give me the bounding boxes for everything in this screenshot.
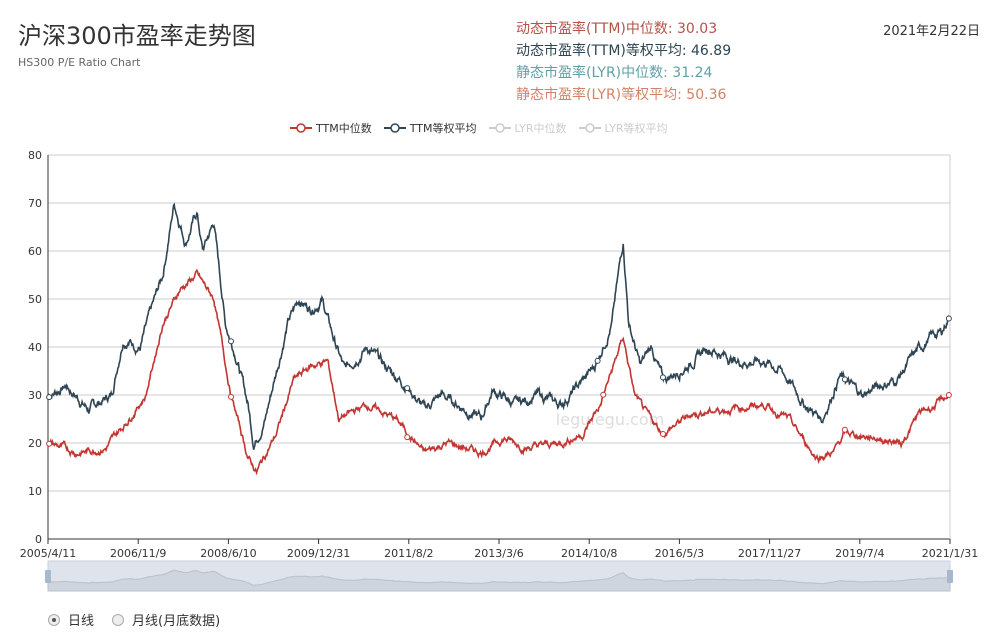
y-tick-label: 30 [28, 389, 42, 402]
data-point [404, 434, 411, 441]
y-tick-label: 10 [28, 485, 42, 498]
x-tick-label: 2013/3/6 [474, 547, 523, 560]
data-point [841, 376, 848, 383]
data-point [659, 374, 666, 381]
stat-lyr-mean: 静态市盈率(LYR)等权平均: 50.36 [516, 87, 727, 103]
x-tick-label: 2008/6/10 [200, 547, 256, 560]
y-tick-label: 80 [28, 149, 42, 162]
legend-ttm-median[interactable]: TTM中位数 [290, 120, 372, 136]
x-tick-label: 2014/10/8 [561, 547, 617, 560]
x-tick-label: 2005/4/11 [20, 547, 76, 560]
x-tick-label: 2006/11/9 [110, 547, 166, 560]
radio-checked-icon [48, 613, 60, 626]
series-line-1 [47, 268, 951, 476]
page-title: 沪深300市盈率走势图 [18, 22, 256, 50]
y-tick-label: 70 [28, 197, 42, 210]
slider-handle-left [45, 570, 51, 583]
chart: 0 10 20 30 40 50 60 70 80 2005/4/11 2006/11/9 2008/… [20, 149, 978, 592]
radio-monthly[interactable]: 月线(月底数据) [112, 610, 220, 629]
legend-lyr-median[interactable]: LYR中位数 [488, 120, 567, 136]
legend-lyr-mean[interactable]: LYR等权平均 [578, 120, 668, 136]
slider-preview [47, 569, 951, 592]
stat-ttm-median: 动态市盈率(TTM)中位数: 30.03 [516, 21, 718, 37]
period-radios: 日线 月线(月底数据) [48, 610, 220, 629]
data-point [659, 431, 666, 438]
data-point [46, 394, 53, 401]
stat-lyr-median: 静态市盈率(LYR)中位数: 31.24 [516, 65, 713, 81]
data-point [594, 357, 601, 364]
radio-daily[interactable]: 日线 [48, 610, 94, 629]
y-tick-label: 50 [28, 293, 42, 306]
data-point [228, 393, 235, 400]
data-point [841, 426, 848, 433]
x-tick-label: 2011/8/2 [384, 547, 433, 560]
page-subtitle: HS300 P/E Ratio Chart [18, 56, 141, 69]
y-tick-label: 40 [28, 341, 42, 354]
date-label: 2021年2月22日 [883, 24, 980, 39]
y-tick-label: 20 [28, 437, 42, 450]
data-point [228, 338, 235, 345]
radio-unchecked-icon [112, 613, 125, 626]
data-point [46, 440, 53, 447]
y-tick-label: 0 [35, 533, 42, 546]
stats-panel: 动态市盈率(TTM)中位数: 30.03 动态市盈率(TTM)等权平均: 46.… [516, 18, 731, 106]
slider-handle-right [947, 570, 953, 583]
x-tick-label: 2021/1/31 [922, 547, 978, 560]
x-tick-label: 2019/7/4 [835, 547, 884, 560]
datazoom-slider[interactable] [45, 560, 953, 592]
x-tick-label: 2017/11/27 [738, 547, 801, 560]
legend: TTM中位数 TTM等权平均 LYR中位数 LYR等权平均 [290, 120, 668, 136]
data-point [600, 391, 607, 398]
data-point [945, 315, 952, 322]
x-tick-label: 2016/5/3 [655, 547, 704, 560]
watermark: legulegu.com [556, 410, 664, 429]
series-line-0 [47, 202, 951, 450]
x-tick-label: 2009/12/31 [287, 547, 350, 560]
data-point [404, 385, 411, 392]
data-point [945, 391, 952, 398]
legend-ttm-mean[interactable]: TTM等权平均 [383, 120, 477, 136]
stat-ttm-mean: 动态市盈率(TTM)等权平均: 46.89 [516, 43, 732, 59]
y-tick-label: 60 [28, 245, 42, 258]
